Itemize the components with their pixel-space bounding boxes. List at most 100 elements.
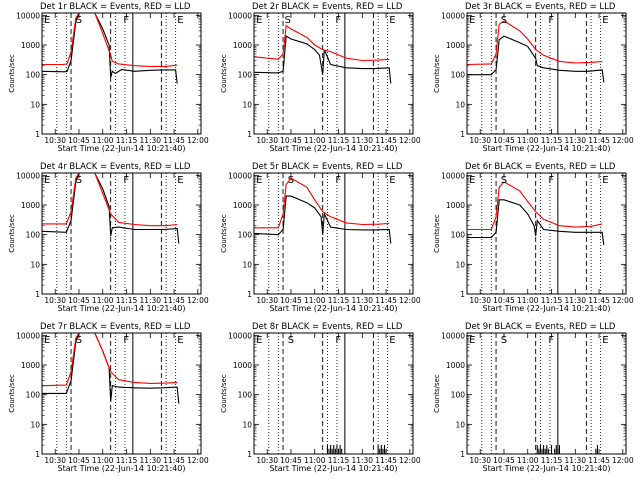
region-marker-label: F [335, 175, 341, 186]
chart-title: Det 4r BLACK = Events, RED = LLD [40, 162, 191, 172]
y-tick-label: 10000 [16, 11, 40, 20]
region-marker-label: E [177, 15, 183, 26]
region-marker-label: F [123, 335, 129, 346]
region-marker-label: E [44, 175, 50, 186]
region-marker-label: S [76, 335, 82, 346]
y-tick-label: 10 [242, 100, 252, 109]
x-tick-label: 11:00 [92, 296, 114, 305]
y-tick-label: 100 [451, 231, 466, 240]
chart-title: Det 6r BLACK = Events, RED = LLD [465, 162, 616, 172]
y-tick-label: 10000 [228, 331, 252, 340]
x-tick-label: 11:15 [328, 136, 350, 145]
x-tick-label: 10:30 [256, 296, 278, 305]
region-marker-label: F [548, 175, 554, 186]
x-axis-label: Start Time (22-Jun-14 10:21:40) [58, 464, 186, 473]
x-tick-label: 12:00 [399, 456, 421, 465]
x-tick-label: 11:45 [588, 296, 610, 305]
chart-panel-1: Det 1r BLACK = Events, RED = LLD E S F E 1 10 1… [8, 2, 209, 153]
x-tick-label: 11:30 [564, 296, 586, 305]
x-axis-label: Start Time (22-Jun-14 10:21:40) [270, 304, 398, 313]
chart-panel-9: Det 9r BLACK = Events, RED = LLD E S F E 1 10 1… [433, 322, 634, 473]
y-tick-label: 1 [35, 290, 40, 299]
x-tick-label: 11:00 [517, 136, 539, 145]
chart-title: Det 7r BLACK = Events, RED = LLD [40, 322, 191, 332]
region-marker-label: S [288, 335, 294, 346]
x-tick-label: 12:00 [612, 136, 634, 145]
x-tick-label: 10:45 [280, 136, 302, 145]
x-tick-label: 10:30 [44, 136, 66, 145]
x-tick-label: 10:30 [256, 456, 278, 465]
plot-frame [41, 332, 202, 455]
y-axis-label: Counts/sec [433, 214, 441, 253]
chart-panel-3: Det 3r BLACK = Events, RED = LLD E S F E 1 10 1… [433, 2, 634, 153]
x-axis-label: Start Time (22-Jun-14 10:21:40) [483, 144, 611, 153]
x-tick-label: 12:00 [399, 296, 421, 305]
region-marker-label: E [256, 15, 262, 26]
y-tick-label: 10000 [441, 331, 465, 340]
y-tick-label: 100 [26, 71, 41, 80]
region-marker-label: S [501, 335, 507, 346]
x-tick-label: 11:45 [375, 296, 397, 305]
y-tick-label: 100 [451, 71, 466, 80]
x-axis-label: Start Time (22-Jun-14 10:21:40) [483, 464, 611, 473]
region-marker-label: E [602, 15, 608, 26]
x-axis-label: Start Time (22-Jun-14 10:21:40) [270, 464, 398, 473]
series-line-events [254, 195, 392, 244]
x-tick-label: 11:30 [564, 136, 586, 145]
y-axis-label: Counts/sec [220, 374, 228, 413]
x-tick-label: 11:30 [351, 136, 373, 145]
y-tick-label: 1000 [21, 361, 40, 370]
x-tick-label: 11:45 [163, 296, 185, 305]
y-tick-label: 10000 [228, 171, 252, 180]
y-tick-label: 10000 [441, 171, 465, 180]
region-marker-label: E [469, 15, 475, 26]
region-marker-label: E [177, 175, 183, 186]
chart-title: Det 3r BLACK = Events, RED = LLD [465, 2, 616, 12]
y-tick-label: 10 [30, 100, 40, 109]
series-line-lld [254, 24, 390, 62]
y-tick-label: 1000 [446, 41, 465, 50]
series-group [467, 181, 605, 246]
region-marker-label: S [285, 15, 291, 26]
y-tick-label: 1000 [21, 41, 40, 50]
y-tick-label: 1000 [446, 201, 465, 210]
series-group [42, 13, 178, 84]
region-marker-label: E [602, 335, 608, 346]
y-tick-label: 10 [455, 260, 465, 269]
series-group [42, 173, 180, 244]
y-tick-label: 10000 [228, 11, 252, 20]
x-tick-label: 10:45 [280, 296, 302, 305]
y-tick-label: 100 [238, 391, 253, 400]
chart-title: Det 1r BLACK = Events, RED = LLD [40, 2, 191, 12]
x-axis-label: Start Time (22-Jun-14 10:21:40) [483, 304, 611, 313]
x-tick-label: 11:00 [517, 296, 539, 305]
series-group [467, 20, 605, 83]
y-axis-label: Counts/sec [8, 374, 16, 413]
region-marker-label: F [123, 15, 129, 26]
series-line-events [42, 173, 180, 244]
x-tick-label: 11:30 [139, 136, 161, 145]
y-axis-label: Counts/sec [220, 214, 228, 253]
series-line-lld [467, 181, 603, 231]
region-marker-label: S [76, 15, 82, 26]
x-tick-label: 11:00 [304, 456, 326, 465]
series-line-lld [42, 13, 178, 67]
series-line-events [467, 199, 605, 246]
x-tick-label: 11:30 [139, 296, 161, 305]
x-tick-label: 11:15 [328, 296, 350, 305]
region-marker-label: E [389, 15, 395, 26]
x-tick-label: 10:45 [493, 456, 515, 465]
x-tick-label: 10:45 [493, 296, 515, 305]
y-tick-label: 1000 [233, 361, 252, 370]
x-axis-label: Start Time (22-Jun-14 10:21:40) [58, 144, 186, 153]
x-tick-label: 11:15 [328, 456, 350, 465]
region-marker-label: S [288, 175, 294, 186]
y-axis-label: Counts/sec [220, 54, 228, 93]
x-tick-label: 11:00 [304, 136, 326, 145]
x-tick-label: 12:00 [187, 136, 209, 145]
series-group [42, 333, 180, 404]
plot-frame [41, 12, 202, 135]
region-marker-label: S [501, 15, 507, 26]
x-tick-label: 12:00 [187, 456, 209, 465]
